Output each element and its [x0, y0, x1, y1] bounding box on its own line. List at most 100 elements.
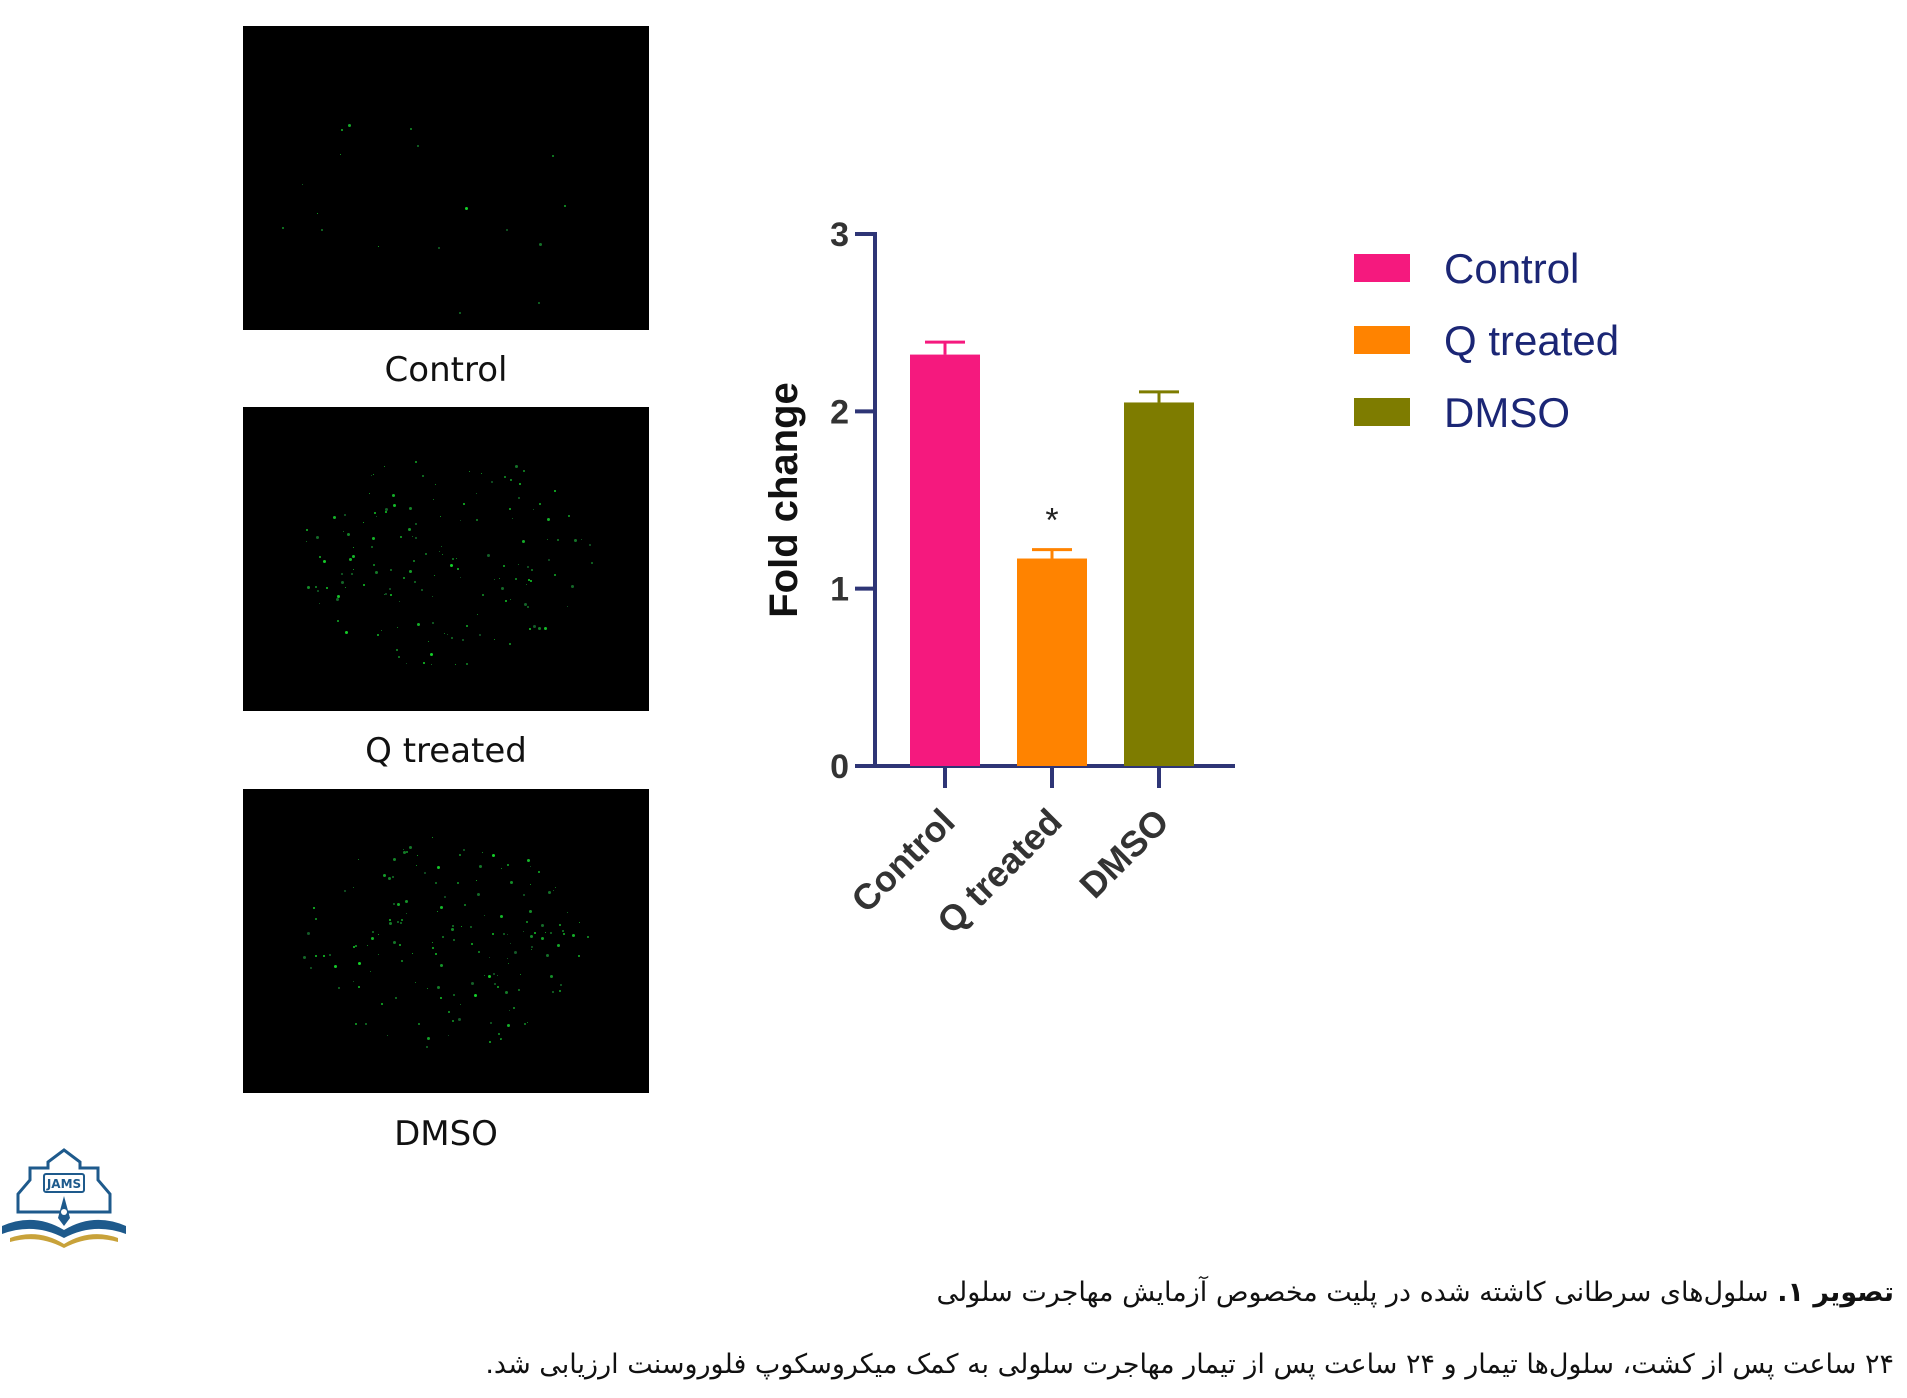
fluorescent-cell-dot: [452, 1020, 455, 1023]
fluorescent-cell-dot: [471, 981, 475, 985]
fluorescent-cell-dot: [442, 553, 444, 555]
fluorescent-cell-dot: [389, 919, 392, 922]
fluorescent-cell-dot: [355, 1022, 358, 1025]
fluorescent-cell-dot: [352, 945, 355, 948]
fluorescent-cell-dot: [487, 974, 491, 978]
fluorescent-cell-dot: [450, 636, 453, 639]
fluorescent-cell-dot: [471, 942, 474, 945]
fluorescent-cell-dot: [432, 946, 435, 949]
fluorescent-cell-dot: [465, 625, 468, 628]
fluorescent-cell-dot: [501, 587, 505, 591]
fluorescent-cell-dot: [362, 583, 365, 586]
figure-label: تصویر ۱.: [1777, 1277, 1894, 1308]
fluorescent-cell-dot: [344, 889, 347, 892]
micrograph-q-treated: [243, 407, 649, 711]
fluorescent-cell-dot: [438, 551, 440, 553]
fluorescent-cell-dot: [508, 962, 510, 964]
fluorescent-cell-dot: [581, 538, 583, 540]
fluorescent-cell-dot: [507, 958, 509, 960]
fluorescent-cell-dot: [590, 561, 593, 564]
fluorescent-cell-dot: [352, 568, 354, 570]
fluorescent-cell-dot: [457, 568, 459, 571]
fluorescent-cell-dot: [403, 848, 405, 850]
fluorescent-cell-dot: [403, 850, 407, 854]
fluorescent-cell-dot: [461, 925, 463, 927]
y-tick-label: 2: [830, 393, 849, 431]
fluorescent-cell-dot: [500, 1039, 502, 1041]
fluorescent-cell-dot: [476, 892, 480, 896]
fluorescent-cell-dot: [577, 955, 580, 958]
fluorescent-cell-dot: [529, 866, 531, 868]
fluorescent-cell-dot: [342, 530, 344, 532]
fluorescent-cell-dot: [518, 988, 521, 991]
y-axis-label: Fold change: [762, 382, 806, 618]
fluorescent-cell-dot: [380, 629, 382, 631]
fluorescent-cell-dot: [333, 516, 337, 520]
fluorescent-cell-dot: [340, 573, 343, 576]
fluorescent-cell-dot: [436, 910, 438, 912]
fluorescent-cell-dot: [456, 882, 459, 885]
fluorescent-cell-dot: [550, 975, 554, 979]
fluorescent-cell-dot: [439, 516, 441, 518]
fluorescent-cell-dot: [314, 954, 317, 957]
fluorescent-cell-dot: [453, 994, 455, 997]
fluorescent-cell-dot: [316, 590, 319, 593]
fluorescent-cell-dot: [505, 991, 509, 995]
fluorescent-cell-dot: [437, 247, 440, 250]
fluorescent-cell-dot: [480, 472, 482, 474]
fluorescent-cell-dot: [401, 959, 404, 962]
fluorescent-cell-dot: [392, 940, 396, 944]
fluorescent-cell-dot: [514, 464, 518, 468]
fluorescent-cell-dot: [393, 503, 397, 507]
fluorescent-cell-dot: [526, 606, 529, 609]
fluorescent-cell-dot: [532, 508, 534, 510]
fluorescent-cell-dot: [508, 643, 511, 646]
fluorescent-cell-dot: [352, 980, 354, 982]
x-tick-label: DMSO: [1071, 801, 1176, 906]
fluorescent-cell-dot: [522, 931, 524, 933]
bar-q-treated: [1017, 558, 1087, 766]
fluorescent-cell-dot: [427, 640, 429, 642]
fluorescent-cell-dot: [352, 886, 354, 888]
fluorescent-cell-dot: [401, 919, 404, 922]
fluorescent-cell-dot: [496, 986, 499, 989]
fluorescent-cell-dot: [532, 625, 536, 629]
fluorescent-cell-dot: [451, 557, 454, 560]
fluorescent-cell-dot: [432, 595, 434, 597]
fluorescent-cell-dot: [556, 538, 559, 541]
micrograph-label-q-treated: Q treated: [365, 731, 527, 771]
fluorescent-cell-dot: [465, 206, 469, 210]
figure-caption-note: ۲۴ ساعت پس از کشت، سلول‌ها تیمار و ۲۴ سا…: [485, 1349, 1894, 1380]
fluorescent-cell-dot: [562, 929, 565, 932]
fluorescent-cell-dot: [526, 566, 529, 569]
fluorescent-cell-dot: [491, 854, 495, 858]
fluorescent-cell-dot: [500, 914, 504, 918]
fluorescent-cell-dot: [506, 933, 508, 935]
fluorescent-cell-dot: [348, 123, 352, 127]
fluorescent-cell-dot: [499, 1037, 502, 1040]
fluorescent-cell-dot: [433, 498, 434, 500]
fluorescent-cell-dot: [449, 564, 453, 568]
bar-control: [910, 354, 980, 766]
fluorescent-cell-dot: [551, 155, 554, 158]
fluorescent-cell-dot: [369, 970, 371, 972]
fluorescent-cell-dot: [423, 661, 426, 664]
fluorescent-cell-dot: [523, 1023, 526, 1026]
fluorescent-cell-dot: [452, 938, 455, 941]
fluorescent-cell-dot: [411, 952, 413, 954]
fluorescent-cell-dot: [494, 982, 497, 985]
fluorescent-cell-dot: [402, 576, 405, 579]
fluorescent-cell-dot: [481, 594, 484, 597]
fluorescent-cell-dot: [315, 918, 318, 921]
fluorescent-cell-dot: [339, 154, 341, 156]
fluorescent-cell-dot: [440, 905, 444, 909]
fluorescent-cell-dot: [374, 512, 377, 514]
fluorescent-cell-dot: [383, 593, 385, 595]
fluorescent-cell-dot: [558, 924, 561, 927]
fluorescent-cell-dot: [460, 1004, 462, 1005]
fluorescent-cell-dot: [527, 858, 531, 862]
legend-swatch: [1354, 398, 1410, 426]
fluorescent-cell-dot: [468, 470, 470, 472]
fluorescent-cell-dot: [557, 943, 561, 947]
fluorescent-cell-dot: [492, 932, 495, 935]
